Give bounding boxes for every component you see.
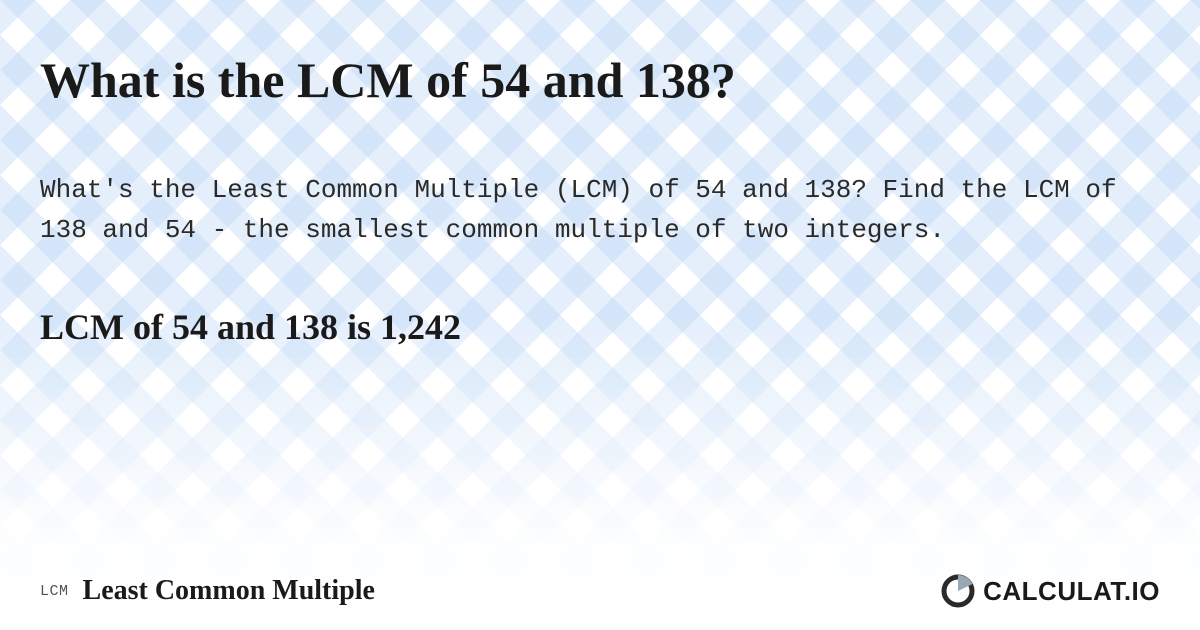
pie-chart-icon bbox=[941, 574, 975, 608]
page-heading: What is the LCM of 54 and 138? bbox=[40, 50, 1160, 110]
logo-text: CALCULAT.IO bbox=[983, 576, 1160, 607]
page-description: What's the Least Common Multiple (LCM) o… bbox=[40, 170, 1140, 251]
lcm-badge: LCM bbox=[40, 583, 69, 600]
footer-logo: CALCULAT.IO bbox=[941, 574, 1160, 608]
footer-title: Least Common Multiple bbox=[83, 575, 375, 607]
footer-left: LCM Least Common Multiple bbox=[40, 575, 375, 607]
page-footer: LCM Least Common Multiple CALCULAT.IO bbox=[40, 574, 1160, 608]
main-content: What is the LCM of 54 and 138? What's th… bbox=[0, 0, 1200, 630]
answer-statement: LCM of 54 and 138 is 1,242 bbox=[40, 306, 1160, 348]
